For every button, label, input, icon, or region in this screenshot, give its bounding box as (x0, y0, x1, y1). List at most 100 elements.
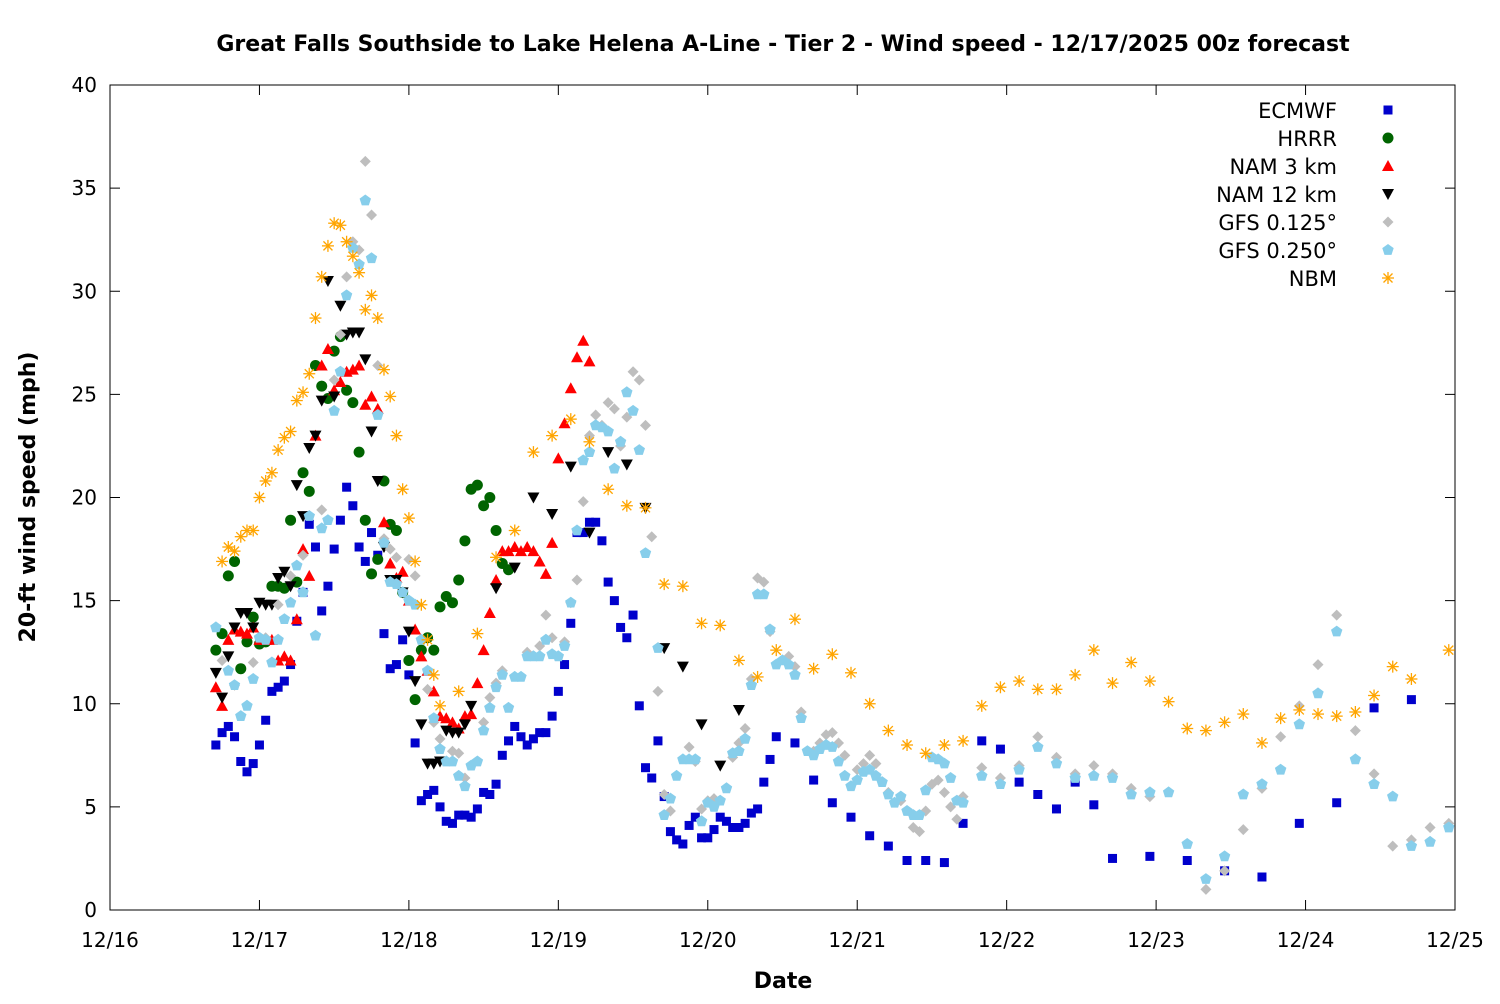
data-point-ecmwf (510, 721, 520, 731)
data-point-nbm (228, 545, 241, 558)
data-point-ecmwf (466, 812, 476, 822)
legend-label: NAM 3 km (1229, 155, 1337, 179)
data-point-ecmwf (647, 773, 657, 783)
series-gfs-0-250 (210, 194, 1455, 884)
data-point-nam-3-km (490, 574, 503, 585)
data-point-gfs-0-250 (428, 712, 440, 723)
data-point-nam-12-km (353, 327, 366, 339)
data-point-gfs-0-250 (658, 809, 670, 820)
data-point-gfs-0-250 (1405, 840, 1418, 851)
data-point-gfs-0-250 (1106, 772, 1119, 783)
data-point-gfs-0-125 (1088, 760, 1100, 772)
data-point-nam-12-km (620, 459, 633, 471)
data-point-gfs-0-250 (571, 524, 583, 536)
legend: ECMWF HRRR NAM 3 km NAM 12 km GFS 0.125° GFS … (1216, 99, 1394, 291)
data-point-ecmwf (846, 812, 856, 822)
data-point-nbm (297, 386, 310, 399)
data-point-gfs-0-250 (565, 596, 577, 608)
data-point-gfs-0-250 (839, 769, 851, 781)
data-point-gfs-0-125 (602, 397, 614, 409)
data-point-nam-12-km (564, 461, 577, 473)
data-point-gfs-0-250 (577, 454, 589, 466)
data-point-nam-12-km (583, 527, 596, 539)
data-point-nbm (583, 435, 596, 448)
data-point-nbm (259, 475, 272, 487)
data-point-nbm (751, 670, 764, 683)
data-point-nam-3-km (216, 699, 229, 711)
series-hrrr (210, 331, 515, 706)
data-point-nam-3-km (571, 351, 584, 363)
data-point-hrrr (409, 694, 421, 706)
data-point-nam-3-km (346, 363, 359, 375)
data-point-nam-3-km (409, 623, 422, 635)
data-point-nam-12-km (315, 395, 328, 407)
data-point-nbm (1069, 668, 1082, 681)
data-point-gfs-0-250 (1368, 778, 1380, 789)
data-point-nbm (1143, 675, 1156, 688)
data-point-gfs-0-125 (913, 826, 925, 838)
data-point-ecmwf (261, 715, 271, 725)
data-point-nam-12-km (695, 719, 708, 731)
data-point-gfs-0-250 (976, 769, 988, 781)
data-point-ecmwf (335, 515, 345, 525)
data-point-gfs-0-125 (1200, 883, 1212, 895)
data-point-nam-12-km (209, 667, 222, 679)
data-point-ecmwf (902, 856, 912, 865)
data-point-gfs-0-250 (1331, 625, 1343, 637)
data-point-gfs-0-125 (484, 692, 496, 704)
x-tick-label: 12/18 (380, 928, 438, 952)
data-point-nam-12-km (465, 700, 478, 712)
data-point-nbm (384, 390, 397, 403)
data-point-nbm (490, 551, 503, 564)
data-point-gfs-0-250 (540, 633, 552, 645)
data-point-nbm (770, 644, 783, 657)
data-point-nam-3-km (446, 716, 459, 728)
data-point-nbm (1013, 675, 1026, 688)
data-point-nam-3-km (427, 685, 440, 697)
data-point-nbm (272, 444, 285, 457)
data-point-ecmwf (317, 606, 327, 616)
data-point-ecmwf (1294, 818, 1304, 828)
data-point-gfs-0-250 (1312, 687, 1324, 699)
data-point-hrrr (453, 574, 465, 586)
data-point-gfs-0-125 (683, 741, 695, 753)
data-point-hrrr (471, 479, 483, 491)
data-point-gfs-0-250 (309, 629, 322, 641)
y-tick-label: 35 (72, 176, 97, 200)
data-point-nam-3-km (371, 402, 384, 414)
data-point-gfs-0-250 (291, 559, 303, 571)
data-point-gfs-0-250 (421, 664, 434, 676)
data-point-nam-12-km (334, 300, 347, 312)
data-point-nbm (1218, 716, 1231, 729)
y-tick-label: 20 (72, 486, 97, 510)
data-point-ecmwf (429, 785, 439, 795)
data-point-gfs-0-250 (1218, 850, 1231, 862)
data-point-gfs-0-250 (490, 681, 502, 693)
data-point-nam-12-km (415, 719, 428, 731)
legend-marker-gfs-0-250 (1382, 244, 1394, 255)
data-point-nbm (396, 483, 409, 496)
data-point-nbm (639, 501, 652, 514)
data-point-gfs-0-250 (832, 755, 845, 767)
data-point-nbm (863, 697, 876, 710)
data-point-nbm (658, 578, 671, 591)
legend-marker-nam-12-km (1382, 189, 1394, 200)
data-point-nbm (807, 662, 820, 675)
data-point-hrrr (347, 397, 359, 409)
data-point-ecmwf (771, 732, 781, 742)
data-point-gfs-0-250 (1125, 788, 1137, 800)
data-point-gfs-0-125 (758, 576, 770, 588)
data-point-nam-12-km (321, 275, 334, 287)
data-point-nam-12-km (490, 583, 503, 595)
data-point-nbm (564, 413, 577, 426)
data-marks (209, 155, 1455, 895)
data-point-nbm (975, 699, 988, 712)
data-point-nam-3-km (527, 545, 540, 557)
data-point-gfs-0-125 (1424, 822, 1436, 833)
data-point-ecmwf (485, 790, 495, 799)
data-point-ecmwf (491, 779, 501, 789)
data-point-hrrr (303, 485, 315, 497)
legend-label: HRRR (1277, 127, 1337, 151)
data-point-nbm (1199, 724, 1212, 737)
data-point-ecmwf (504, 736, 514, 746)
